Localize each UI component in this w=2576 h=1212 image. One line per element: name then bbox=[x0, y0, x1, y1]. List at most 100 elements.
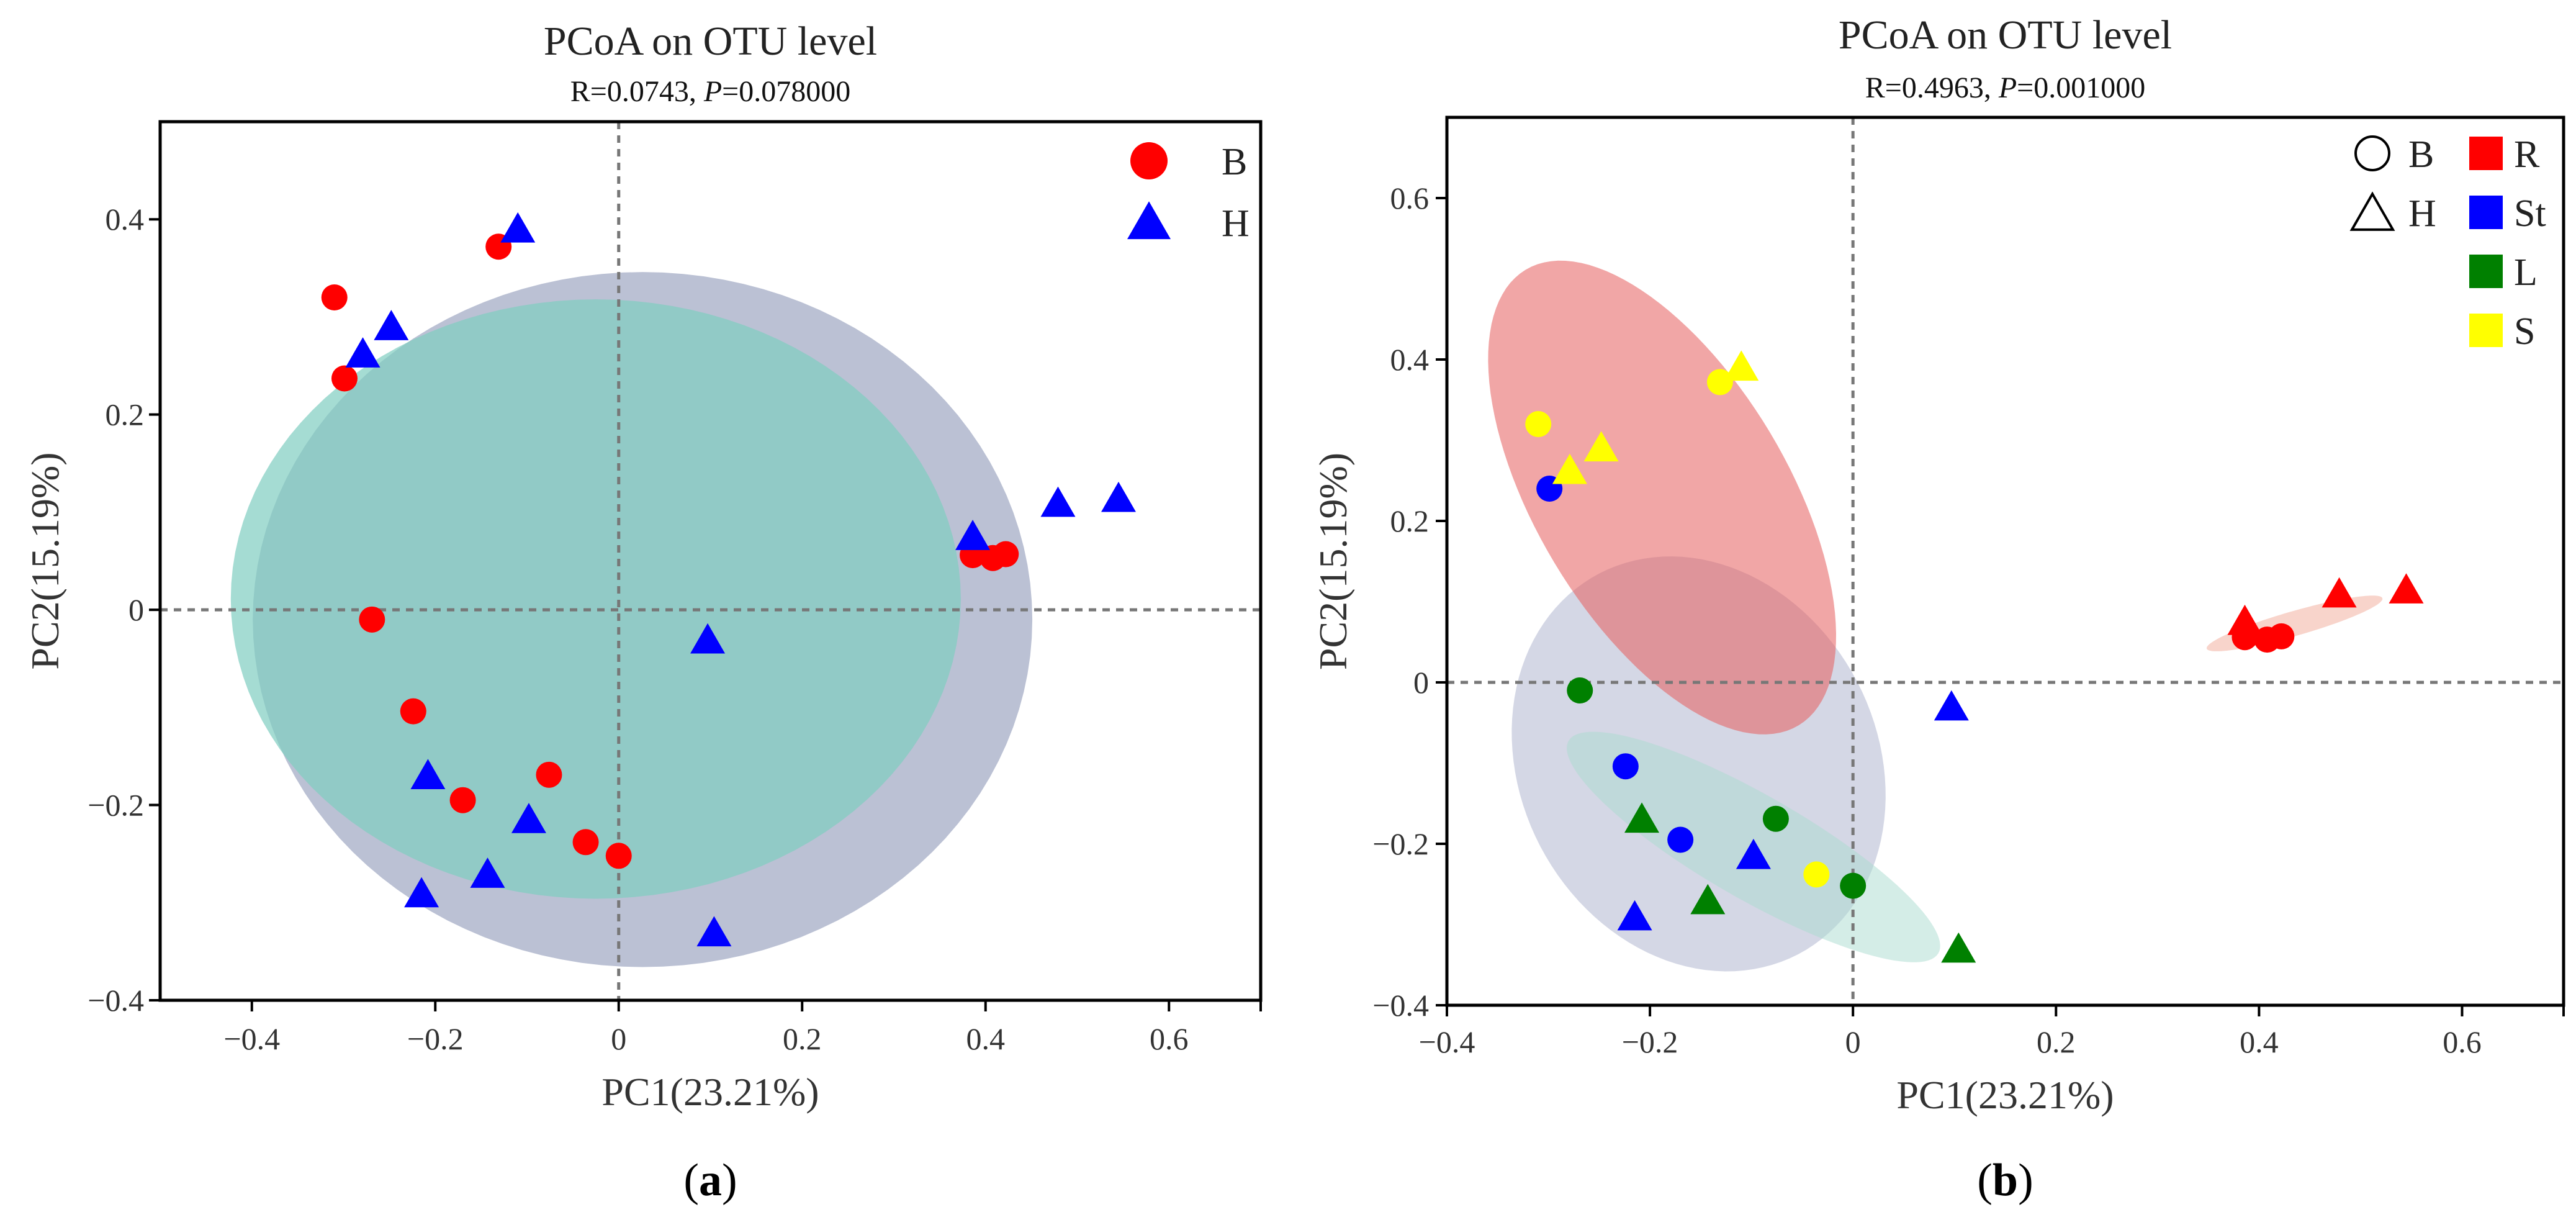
legend-circle-icon bbox=[1130, 142, 1168, 179]
point-B-S bbox=[1525, 411, 1552, 437]
point-H bbox=[511, 803, 546, 833]
chart-subtitle: R=0.0743, P=0.078000 bbox=[570, 75, 851, 108]
chart-panel-b: PCoA on OTU level R=0.4963, P=0.001000 −0.… bbox=[1311, 12, 2565, 1206]
caption-paren-close: ) bbox=[2018, 1155, 2033, 1206]
point-H bbox=[500, 212, 536, 243]
point-B-L bbox=[1840, 872, 1867, 899]
legend-label: S bbox=[2514, 310, 2535, 353]
legend-triangle-icon bbox=[2349, 191, 2395, 231]
point-B-L bbox=[1762, 805, 1789, 832]
legend: BH bbox=[1127, 141, 1250, 245]
legend-label: St bbox=[2514, 192, 2546, 235]
y-tick-label: 0.4 bbox=[1390, 342, 1430, 377]
point-H-R bbox=[2322, 577, 2357, 608]
subtitle-p-symbol: P bbox=[703, 75, 722, 108]
y-tick-label: −0.2 bbox=[1372, 826, 1429, 861]
subtitle-p-value: =0.078000 bbox=[722, 75, 850, 108]
subtitle-p-value: =0.001000 bbox=[2017, 71, 2145, 104]
x-tick-label: 0.2 bbox=[783, 1021, 822, 1056]
point-H bbox=[1101, 481, 1136, 512]
confidence-ellipse-B bbox=[230, 299, 961, 899]
chart-subtitle: R=0.4963, P=0.001000 bbox=[1865, 71, 2146, 104]
point-B bbox=[331, 365, 358, 392]
confidence-ellipse-R bbox=[2207, 595, 2383, 651]
caption-paren-open: ( bbox=[1977, 1155, 1993, 1206]
panel-caption: (a) bbox=[683, 1155, 737, 1206]
y-tick-label: 0.4 bbox=[106, 202, 145, 237]
legend-label: H bbox=[2408, 192, 2436, 235]
point-B-R bbox=[2268, 623, 2295, 649]
x-tick-label: 0 bbox=[611, 1021, 626, 1056]
point-B bbox=[536, 761, 562, 788]
y-tick-label: 0 bbox=[128, 592, 144, 627]
legend-swatch-St bbox=[2469, 196, 2503, 229]
point-H-L bbox=[1624, 802, 1660, 833]
point-H-St bbox=[1934, 690, 1969, 721]
point-H bbox=[690, 623, 726, 654]
point-H-L bbox=[1941, 932, 1976, 963]
point-H bbox=[374, 310, 409, 340]
x-tick-label: 0.4 bbox=[966, 1021, 1006, 1056]
subtitle-p-symbol: P bbox=[1998, 71, 2017, 104]
point-H-St bbox=[1617, 900, 1652, 931]
x-tick-label: −0.2 bbox=[407, 1021, 464, 1056]
legend: BH R St LS bbox=[2349, 133, 2546, 353]
point-H-R bbox=[2389, 573, 2424, 604]
x-tick-label: −0.4 bbox=[1419, 1024, 1475, 1059]
x-tick-label: −0.2 bbox=[1622, 1024, 1678, 1059]
legend-swatch-L bbox=[2469, 255, 2503, 288]
legend-label: H bbox=[1222, 202, 1250, 245]
legend-triangle-icon bbox=[1127, 201, 1171, 240]
y-tick-label: 0.2 bbox=[1390, 504, 1430, 538]
point-B-St bbox=[1612, 753, 1639, 780]
point-H bbox=[1040, 486, 1076, 517]
point-H-R bbox=[2227, 604, 2263, 635]
point-H-St bbox=[1736, 838, 1771, 869]
point-B bbox=[993, 541, 1019, 568]
point-B-S bbox=[1803, 861, 1830, 888]
point-H bbox=[696, 916, 732, 947]
y-tick-label: 0.2 bbox=[106, 397, 145, 432]
point-H bbox=[955, 520, 991, 550]
subtitle-r-value: R=0.4963, bbox=[1865, 71, 1999, 104]
legend-circle-icon bbox=[2354, 135, 2390, 171]
point-H bbox=[404, 877, 439, 908]
point-B-L bbox=[1567, 677, 1593, 703]
legend-label: B bbox=[1222, 141, 1247, 183]
caption-letter: a bbox=[699, 1155, 722, 1206]
point-B bbox=[359, 606, 385, 633]
x-tick-label: 0.6 bbox=[1150, 1021, 1189, 1056]
chart-title: PCoA on OTU level bbox=[1839, 12, 2172, 58]
x-tick-label: 0.6 bbox=[2443, 1024, 2482, 1059]
point-B-S bbox=[1706, 369, 1733, 396]
legend-label: R bbox=[2514, 133, 2540, 176]
x-tick-label: 0.4 bbox=[2240, 1024, 2279, 1059]
x-tick-label: 0.2 bbox=[2037, 1024, 2076, 1059]
legend-swatch-S bbox=[2469, 314, 2503, 347]
point-H bbox=[470, 857, 505, 888]
y-axis-label: PC2(15.19%) bbox=[1311, 453, 1355, 670]
y-tick-label: −0.4 bbox=[88, 983, 144, 1018]
plot-area bbox=[1447, 117, 2564, 1005]
point-B bbox=[605, 843, 632, 869]
point-H bbox=[345, 337, 381, 368]
caption-paren-open: ( bbox=[683, 1155, 699, 1206]
point-B bbox=[400, 698, 426, 725]
point-B-St bbox=[1667, 826, 1694, 853]
panel-caption: (b) bbox=[1977, 1155, 2033, 1206]
y-tick-label: −0.4 bbox=[1372, 988, 1429, 1023]
y-tick-label: −0.2 bbox=[88, 788, 144, 823]
point-H-L bbox=[1690, 884, 1726, 915]
subtitle-r-value: R=0.0743, bbox=[570, 75, 704, 108]
legend-label: L bbox=[2514, 251, 2538, 294]
y-axis-label: PC2(15.19%) bbox=[23, 452, 67, 669]
x-tick-label: −0.4 bbox=[223, 1021, 280, 1056]
legend-swatch-R bbox=[2469, 137, 2503, 170]
point-H-S bbox=[1583, 431, 1619, 462]
y-tick-label: 0 bbox=[1413, 665, 1429, 700]
plot-area bbox=[160, 122, 1261, 1000]
y-tick-label: 0.6 bbox=[1390, 181, 1430, 215]
x-axis-label: PC1(23.21%) bbox=[601, 1070, 819, 1114]
legend-label: B bbox=[2408, 133, 2434, 176]
